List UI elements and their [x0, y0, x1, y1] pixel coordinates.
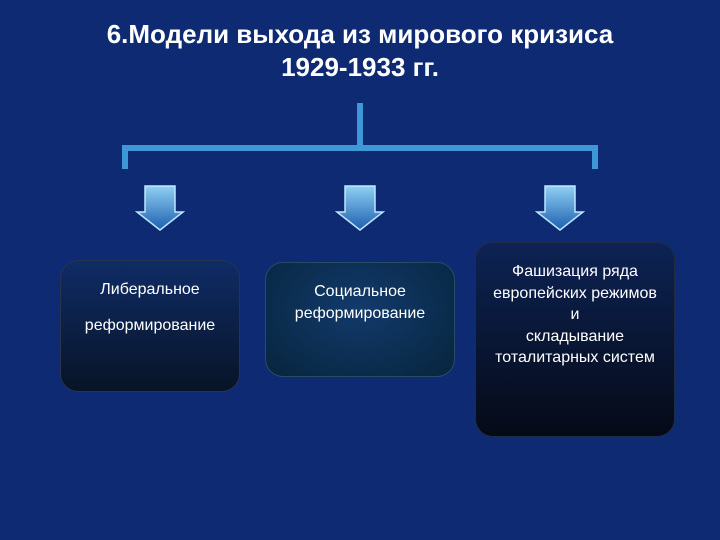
node-fascization-line: и	[571, 304, 580, 326]
node-fascization-line: европейских режимов	[493, 283, 657, 305]
title-line1: 6.Модели выхода из мирового кризиса	[107, 19, 614, 49]
slide-title: 6.Модели выхода из мирового кризиса 1929…	[0, 18, 720, 83]
node-fascization-line: тоталитарных систем	[495, 347, 655, 369]
node-social-line: реформирование	[295, 303, 425, 325]
node-social-line: Социальное	[314, 281, 406, 303]
node-liberal-line: Либеральное	[100, 279, 199, 301]
node-fascization-line: складывание	[526, 326, 624, 348]
node-liberal-line: реформирование	[85, 315, 215, 337]
node-social: Социальноереформирование	[265, 262, 455, 377]
node-liberal: Либеральное реформирование	[60, 260, 240, 392]
title-line2: 1929-1933 гг.	[281, 52, 439, 82]
node-fascization-line: Фашизация ряда	[512, 261, 638, 283]
slide-root: 6.Модели выхода из мирового кризиса 1929…	[0, 0, 720, 540]
node-fascization: Фашизация рядаевропейских режимовисклады…	[475, 242, 675, 437]
